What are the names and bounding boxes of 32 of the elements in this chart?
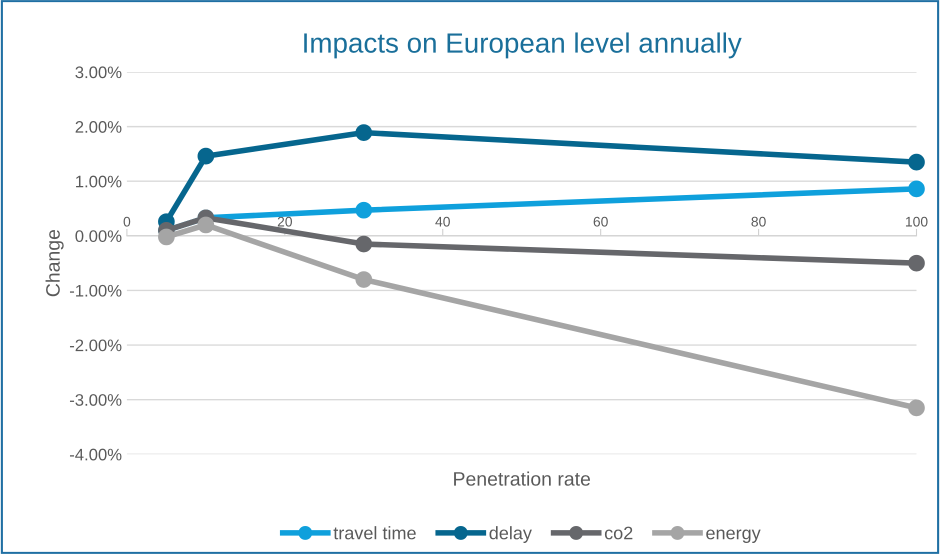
legend-label: delay — [490, 526, 532, 543]
x-tick-label: 20 — [278, 216, 292, 227]
y-tick-label: -1.00% — [70, 284, 122, 297]
y-tick-label: 2.00% — [76, 121, 122, 133]
legend-label: energy — [706, 530, 761, 543]
y-tick-label: -2.00% — [70, 339, 122, 352]
y-tick-label: 0.00% — [75, 230, 122, 242]
x-tick-label: 0 — [124, 216, 130, 227]
point — [198, 148, 214, 164]
point — [908, 400, 925, 416]
x-tick-label: 40 — [435, 216, 450, 227]
point — [355, 202, 372, 219]
point — [908, 180, 925, 198]
point — [355, 124, 372, 141]
legend-label: travel time — [334, 526, 416, 540]
point — [198, 216, 214, 234]
point — [355, 271, 372, 288]
point — [355, 236, 372, 252]
x-tick-label: 60 — [594, 216, 608, 227]
y-tick-label: 1.00% — [76, 176, 122, 188]
chart-title: Impacts on European level annually — [304, 32, 742, 58]
legend-label: co2 — [604, 526, 632, 540]
point — [908, 254, 925, 272]
x-tick-label: 80 — [751, 216, 766, 227]
x-tick-label: 100 — [906, 216, 928, 227]
point — [908, 154, 925, 170]
y-tick-label: 3.00% — [75, 66, 122, 78]
y-axis-title: Change — [46, 230, 64, 296]
point — [158, 228, 175, 246]
y-tick-label: -4.00% — [70, 448, 122, 460]
y-tick-label: -3.00% — [70, 394, 122, 406]
x-axis-title: Penetration rate — [454, 471, 590, 486]
